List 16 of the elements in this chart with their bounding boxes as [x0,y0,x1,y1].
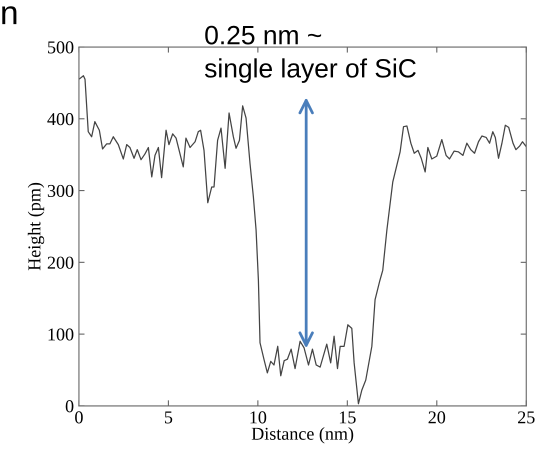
y-tick-label: 0 [66,400,74,412]
x-tick-label: 20 [428,411,446,424]
x-tick-label: 25 [518,411,535,424]
x-tick-label: 0 [75,411,83,424]
y-tick-label: 400 [47,113,74,126]
annotation: 0.25 nm ~ single layer of SiC [204,26,416,83]
y-axis-title: Height (pm) [28,182,44,270]
y-tick-label: 200 [48,256,74,269]
x-tick-label: 10 [250,411,266,424]
x-tick-label: 5 [164,411,172,424]
y-tick-label: 100 [48,328,74,341]
text: n [2,6,16,24]
y-tick-label: 300 [48,184,74,198]
x-axis-title: Distance (nm) [252,427,354,444]
x-tick-label: 15 [340,411,356,424]
y-tick-label: 500 [48,41,74,54]
